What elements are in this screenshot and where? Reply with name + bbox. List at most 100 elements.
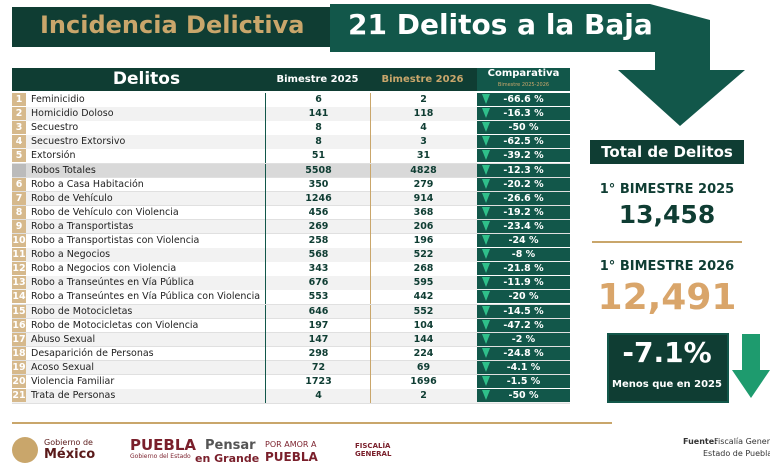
value-2025: 8 (265, 135, 371, 150)
change-value: -4.1 % (506, 361, 541, 373)
change-arrow (482, 108, 490, 119)
change-cell (477, 332, 570, 346)
header-change-sub: Bimestre 2025-2026 (497, 82, 550, 88)
change-cell (477, 389, 570, 403)
change-value: -16.3 % (503, 108, 544, 120)
crime-name: Secuestro Extorsivo (31, 136, 126, 148)
row-number: 4 (15, 136, 23, 148)
change-value: -19.2 % (503, 206, 544, 218)
value-2025: 4 (265, 389, 371, 404)
change-cell (477, 107, 570, 121)
change-cell (477, 121, 570, 135)
crime-name: Robo a Negocios (31, 249, 111, 261)
change-cell (477, 149, 570, 163)
logo-mexico-2: México (44, 447, 96, 462)
change-value: -50 % (508, 122, 539, 134)
value-2025: 8 (265, 121, 371, 136)
row (12, 262, 570, 277)
value-2026: 3 (370, 135, 476, 150)
header-change: Comparativa (487, 68, 560, 79)
change-value: -8 % (511, 249, 536, 261)
change-value: -21.8 % (503, 263, 544, 275)
row-number: 21 (12, 390, 26, 402)
change: -7.1% (622, 336, 712, 369)
header-row (12, 68, 570, 91)
title: Incidencia Delictiva (40, 11, 305, 39)
header-crime: Delitos (112, 69, 181, 89)
value-2026: 2 (370, 93, 476, 107)
row-number: 15 (12, 305, 26, 317)
banner: 21 Delitos a la Baja (348, 8, 653, 41)
row-number: 8 (15, 206, 23, 218)
header-2025: Bimestre 2025 (276, 74, 359, 85)
crime-name: Violencia Familiar (31, 376, 115, 387)
change-cell (477, 248, 570, 262)
num-cell (12, 276, 26, 290)
change-arrow (482, 347, 490, 358)
value-2025: 258 (265, 234, 371, 248)
num-cell (12, 360, 26, 374)
change-arrow (482, 178, 490, 189)
row-number: 5 (15, 150, 23, 162)
change-arrow (482, 136, 490, 147)
row-number: 17 (12, 333, 26, 345)
value-2025: 6 (265, 93, 371, 107)
change-cell (477, 346, 570, 360)
row-number: 9 (15, 220, 23, 232)
crime-name: Abuso Sexual (31, 333, 96, 345)
value-2026: 368 (370, 205, 476, 220)
change-cell (477, 163, 570, 177)
source-2: Estado de Puebla (703, 449, 770, 458)
value-2026: 4 (370, 121, 476, 136)
crime-name: Robo de Motocicletas (31, 305, 133, 317)
row (12, 149, 570, 164)
crime-name: Robo de Motocicletas con Violencia (31, 319, 199, 331)
row-number: 12 (12, 263, 26, 275)
crime-name: Robo de Vehículo con Violencia (31, 206, 179, 218)
num-cell (12, 205, 26, 219)
num-cell (12, 318, 26, 332)
change-cell (477, 360, 570, 374)
row-number: 7 (15, 192, 23, 204)
logo-amor-2: PUEBLA (265, 450, 318, 464)
change-arrow (482, 94, 490, 104)
row (12, 360, 570, 376)
crime-name: Robo a Transeúntes en Vía Pública con Vi… (31, 291, 261, 303)
num-cell (12, 332, 26, 346)
row-number: 14 (12, 291, 26, 303)
change-cell (477, 234, 570, 248)
num-cell (12, 262, 26, 276)
num-cell (12, 375, 26, 389)
logo-puebla-sub: Gobierno del Estado (130, 453, 191, 460)
change-cell (477, 276, 570, 290)
value-2026: 268 (370, 262, 476, 277)
change-cell (477, 93, 570, 107)
row-number: 1 (15, 94, 23, 105)
logo-mexico-1: Gobierno de (44, 438, 93, 447)
num-cell (12, 290, 26, 304)
value-2025: 568 (265, 248, 371, 263)
crime-name: Desaparición de Personas (31, 347, 154, 359)
change-arrow (482, 220, 490, 231)
header-change-bg (477, 68, 570, 91)
num-cell (12, 163, 26, 177)
change-value: -62.5 % (503, 136, 544, 148)
change-cell (477, 191, 570, 205)
label-2025: 1° BIMESTRE 2025 (599, 182, 735, 197)
crime-name: Robo a Transeúntes en Vía Pública (31, 277, 195, 289)
change-arrow (482, 164, 490, 175)
change-value: -66.6 % (503, 94, 544, 105)
value-2025: 646 (265, 304, 371, 319)
value-2025: 350 (265, 177, 371, 192)
logo-amor-1: POR AMOR A (265, 440, 317, 449)
change-value: -39.2 % (503, 150, 544, 162)
crime-name: Robo a Transportistas (31, 220, 134, 232)
change-value: -23.4 % (503, 220, 544, 232)
value-2026: 595 (370, 276, 476, 291)
crime-name: Robo a Casa Habitación (31, 178, 144, 190)
value-2026: 206 (370, 219, 476, 234)
value-2025: 141 (265, 107, 371, 122)
value-2025: 343 (265, 262, 371, 277)
logo-pensar-2: en Grande (195, 452, 260, 465)
